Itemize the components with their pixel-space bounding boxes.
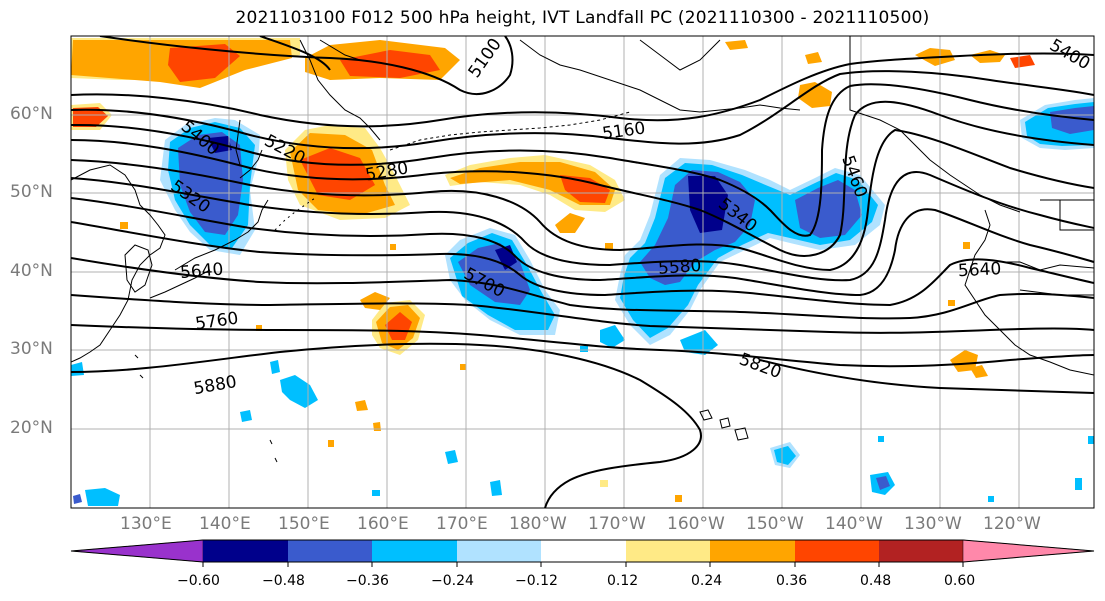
lat-label: 20°N	[10, 418, 53, 438]
contour-label: 5580	[658, 256, 703, 279]
contour-label: 5400	[1046, 35, 1093, 74]
lat-label: 40°N	[10, 261, 53, 281]
lon-label: 160°W	[667, 514, 725, 534]
colorbar	[70, 539, 1095, 567]
lon-label: 130°W	[904, 514, 962, 534]
colorbar-tick-label: −0.12	[515, 573, 558, 589]
height-contours	[71, 36, 1094, 508]
colorbar-segment	[541, 540, 626, 562]
ivt-negative-shading	[71, 98, 1094, 506]
ivt-positive-shading	[71, 38, 1035, 502]
lon-label: 170°E	[436, 514, 488, 534]
lon-label: 140°W	[825, 514, 883, 534]
colorbar-tick-label: 0.24	[691, 573, 723, 589]
contour-label: 5820	[736, 349, 783, 383]
contour-label: 5100	[465, 35, 506, 82]
colorbar-tick-label: 0.36	[776, 573, 808, 589]
lat-label: 60°N	[10, 104, 53, 124]
colorbar-tick-label: 0.60	[944, 573, 976, 589]
lon-label: 140°E	[199, 514, 251, 534]
lon-label: 180°W	[509, 514, 567, 534]
colorbar-extend-low	[70, 539, 204, 563]
colorbar-tick-label: 0.12	[607, 573, 639, 589]
lon-label: 150°W	[746, 514, 804, 534]
lon-label: 150°E	[278, 514, 330, 534]
lon-label: 170°W	[588, 514, 646, 534]
colorbar-segment	[795, 540, 879, 562]
colorbar-segment	[710, 540, 795, 562]
colorbar-segment	[879, 540, 963, 562]
colorbar-tick-label: −0.36	[346, 573, 389, 589]
contour-label: 5880	[192, 372, 238, 399]
contour-label: 5640	[958, 259, 1002, 281]
colorbar-extend-high	[962, 539, 1095, 563]
contour-label: 5640	[179, 259, 224, 283]
map-frame	[70, 35, 1095, 509]
colorbar-tick-label: −0.24	[431, 573, 474, 589]
colorbar-segment	[626, 540, 710, 562]
colorbar-tick-label: −0.48	[262, 573, 305, 589]
colorbar-segment	[203, 540, 288, 562]
lat-label: 50°N	[10, 182, 53, 202]
lat-label: 30°N	[10, 339, 53, 359]
colorbar-segment	[457, 540, 541, 562]
figure-title: 2021103100 F012 500 hPa height, IVT Land…	[235, 8, 930, 28]
colorbar-tick-label: −0.60	[177, 573, 220, 589]
colorbar-segment	[372, 540, 457, 562]
lon-label: 160°E	[357, 514, 409, 534]
lat-lon-grid	[71, 36, 1094, 508]
map-panel: 5100 5160 5220 5280 5400 5320 5340 5460 …	[71, 35, 1094, 508]
lon-label: 130°E	[120, 514, 172, 534]
colorbar-tick-label: 0.48	[860, 573, 892, 589]
lon-label: 120°W	[983, 514, 1041, 534]
colorbar-segment	[288, 540, 372, 562]
